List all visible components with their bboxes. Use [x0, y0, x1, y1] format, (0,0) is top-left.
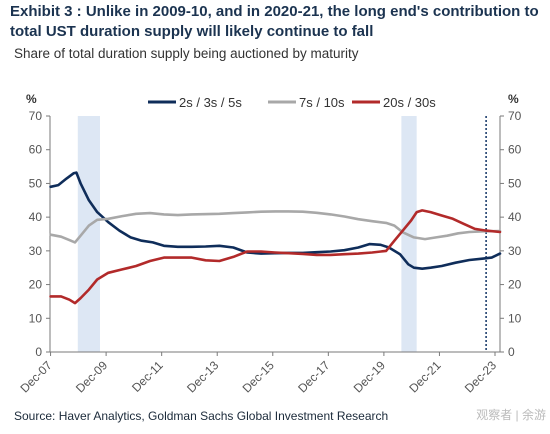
chart-title: Exhibit 3 : Unlike in 2009-10, and in 20… [10, 3, 539, 40]
y-tick-label-right: 20 [508, 278, 522, 292]
y-tick-label-left: 10 [29, 311, 43, 325]
y-tick-label-right: 0 [508, 345, 515, 359]
x-tick-label: Dec-11 [129, 358, 166, 395]
y-tick-label-left: 30 [29, 244, 43, 258]
x-tick-label: Dec-09 [73, 358, 110, 395]
watermark: 观察者 | 余游 [476, 408, 546, 422]
x-tick-label: Dec-17 [295, 358, 332, 395]
y-tick-label-right: 50 [508, 176, 522, 190]
x-tick-label: Dec-19 [351, 358, 388, 395]
x-tick-label: Dec-07 [17, 358, 54, 395]
chart: 0 0 10 10 20 20 30 30 40 40 50 50 60 60 70 70% % Dec-07 De… [17, 92, 522, 395]
chart-subtitle: Share of total duration supply being auc… [14, 46, 359, 61]
x-tick-label: Dec-15 [240, 358, 277, 395]
y-tick-label-left: 40 [29, 210, 43, 224]
y-tick-label-right: 60 [508, 143, 522, 157]
y-tick-label-left: 50 [29, 176, 43, 190]
y-tick-label-left: 20 [29, 278, 43, 292]
series-line [49, 209, 502, 305]
series-line [49, 210, 502, 244]
legend-label: 7s / 10s [299, 95, 345, 110]
shaded-period [77, 116, 100, 352]
recession-shading [77, 116, 417, 352]
y-tick-label-left: 0 [35, 345, 42, 359]
y-tick-label-right: 10 [508, 311, 522, 325]
y-unit-right: % [508, 92, 519, 106]
source-note: Source: Haver Analytics, Goldman Sachs G… [14, 409, 389, 423]
y-tick-label-right: 40 [508, 210, 522, 224]
series-line [49, 171, 502, 271]
x-tick-label: Dec-21 [406, 358, 443, 395]
y-tick-label-left: 70 [29, 109, 43, 123]
y-tick-label-right: 30 [508, 244, 522, 258]
legend-label: 2s / 3s / 5s [179, 95, 242, 110]
series-lines [49, 171, 502, 305]
chart-legend: 2s / 3s / 5s 7s / 10s 20s / 30s [148, 95, 436, 110]
y-tick-label-right: 70 [508, 109, 522, 123]
y-unit-left: % [26, 92, 37, 106]
legend-label: 20s / 30s [383, 95, 436, 110]
y-tick-label-left: 60 [29, 143, 43, 157]
x-tick-label: Dec-23 [462, 358, 499, 395]
x-tick-label: Dec-13 [184, 358, 221, 395]
